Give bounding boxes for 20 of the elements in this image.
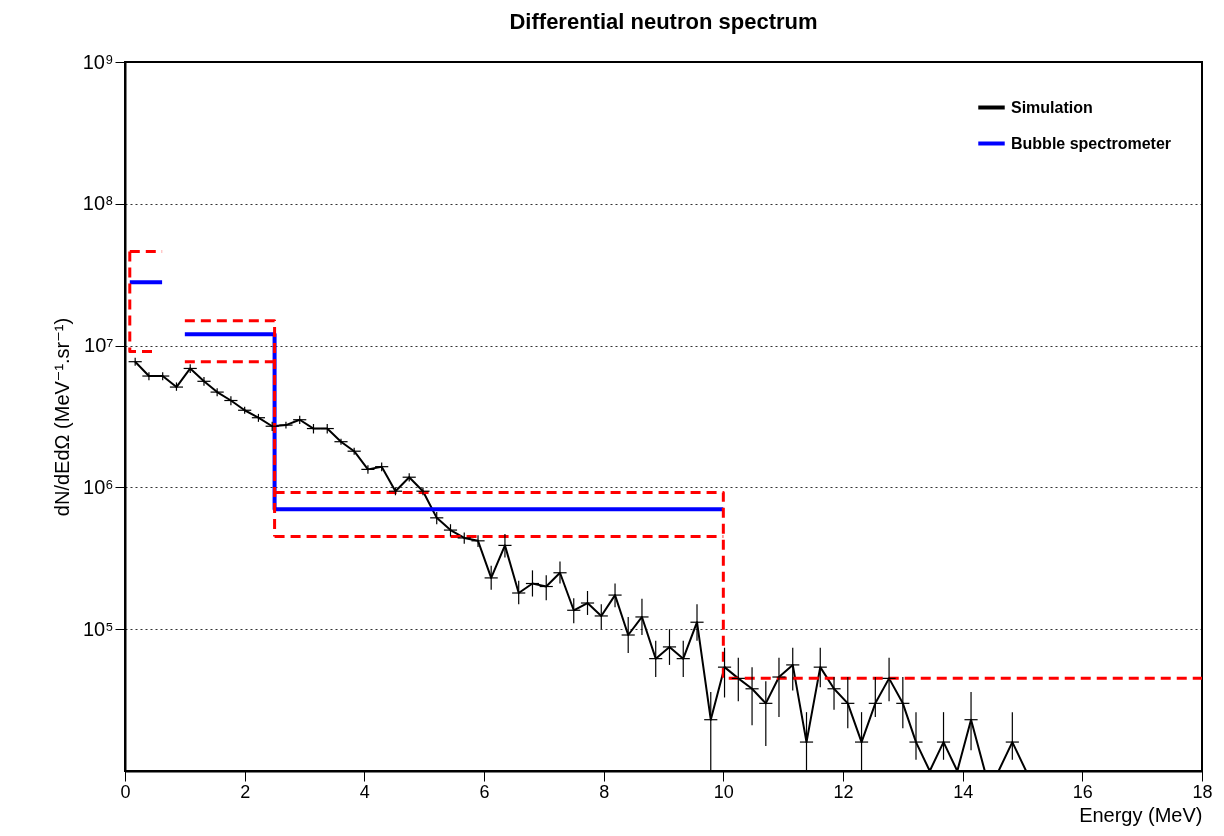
- x-axis-title: Energy (MeV): [1079, 803, 1203, 826]
- y-tick-label: 10⁹: [82, 50, 114, 73]
- x-tick-label: 8: [599, 781, 610, 802]
- x-tick-label: 2: [240, 781, 251, 802]
- x-tick-label: 10: [713, 781, 734, 802]
- x-tick-label: 14: [953, 781, 974, 802]
- y-tick-label: 10⁷: [84, 334, 114, 357]
- y-tick-label: 10⁵: [82, 617, 114, 640]
- chart-title: Differential neutron spectrum: [509, 9, 818, 34]
- legend-label: Bubble spectrometer: [1011, 134, 1172, 152]
- x-tick-label: 16: [1072, 781, 1093, 802]
- y-axis-title: dN/dEdΩ (MeV⁻¹.sr⁻¹): [50, 317, 73, 517]
- legend-label: Simulation: [1011, 98, 1093, 116]
- y-tick-label: 10⁶: [83, 475, 114, 498]
- y-tick-label: 10⁸: [82, 192, 114, 215]
- x-tick-label: 12: [833, 781, 854, 802]
- x-tick-label: 6: [479, 781, 490, 802]
- x-tick-label: 18: [1192, 781, 1213, 802]
- x-tick-label: 4: [359, 781, 370, 802]
- x-tick-label: 0: [120, 781, 131, 802]
